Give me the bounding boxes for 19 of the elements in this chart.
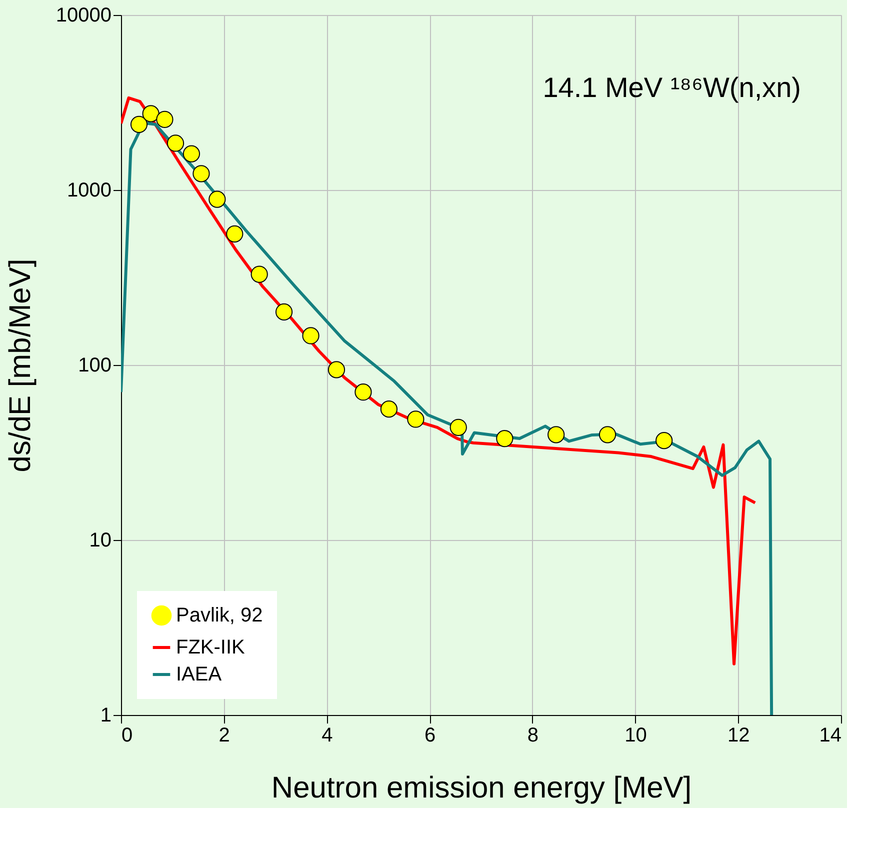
y-tick-label: 10 (89, 530, 112, 552)
x-tick-label: 2 (218, 724, 230, 746)
y-tick-label: 1000 (67, 180, 112, 202)
x-tick-label: 0 (122, 724, 133, 746)
x-tick-label: 8 (527, 724, 538, 746)
x-tick-label: 10 (624, 724, 647, 746)
y-tick-label: 100 (78, 354, 112, 376)
x-tick-label: 14 (819, 724, 842, 746)
y-axis-title: ds/dE [mb/MeV] (4, 258, 37, 472)
x-tick-label: 12 (728, 724, 750, 746)
x-tick-label: 6 (424, 724, 436, 746)
x-axis-title: Neutron emission energy [MeV] (271, 772, 692, 804)
legend-label: FZK-IIK (176, 636, 246, 658)
y-tick-label: 10000 (56, 4, 112, 26)
legend-label: Pavlik, 92 (176, 604, 263, 626)
legend-label: IAEA (176, 664, 222, 686)
x-tick-label: 4 (322, 724, 333, 746)
annotation: 14.1 MeV ¹⁸⁶W(n,xn) (542, 72, 801, 103)
y-tick-label: 1 (100, 704, 112, 726)
